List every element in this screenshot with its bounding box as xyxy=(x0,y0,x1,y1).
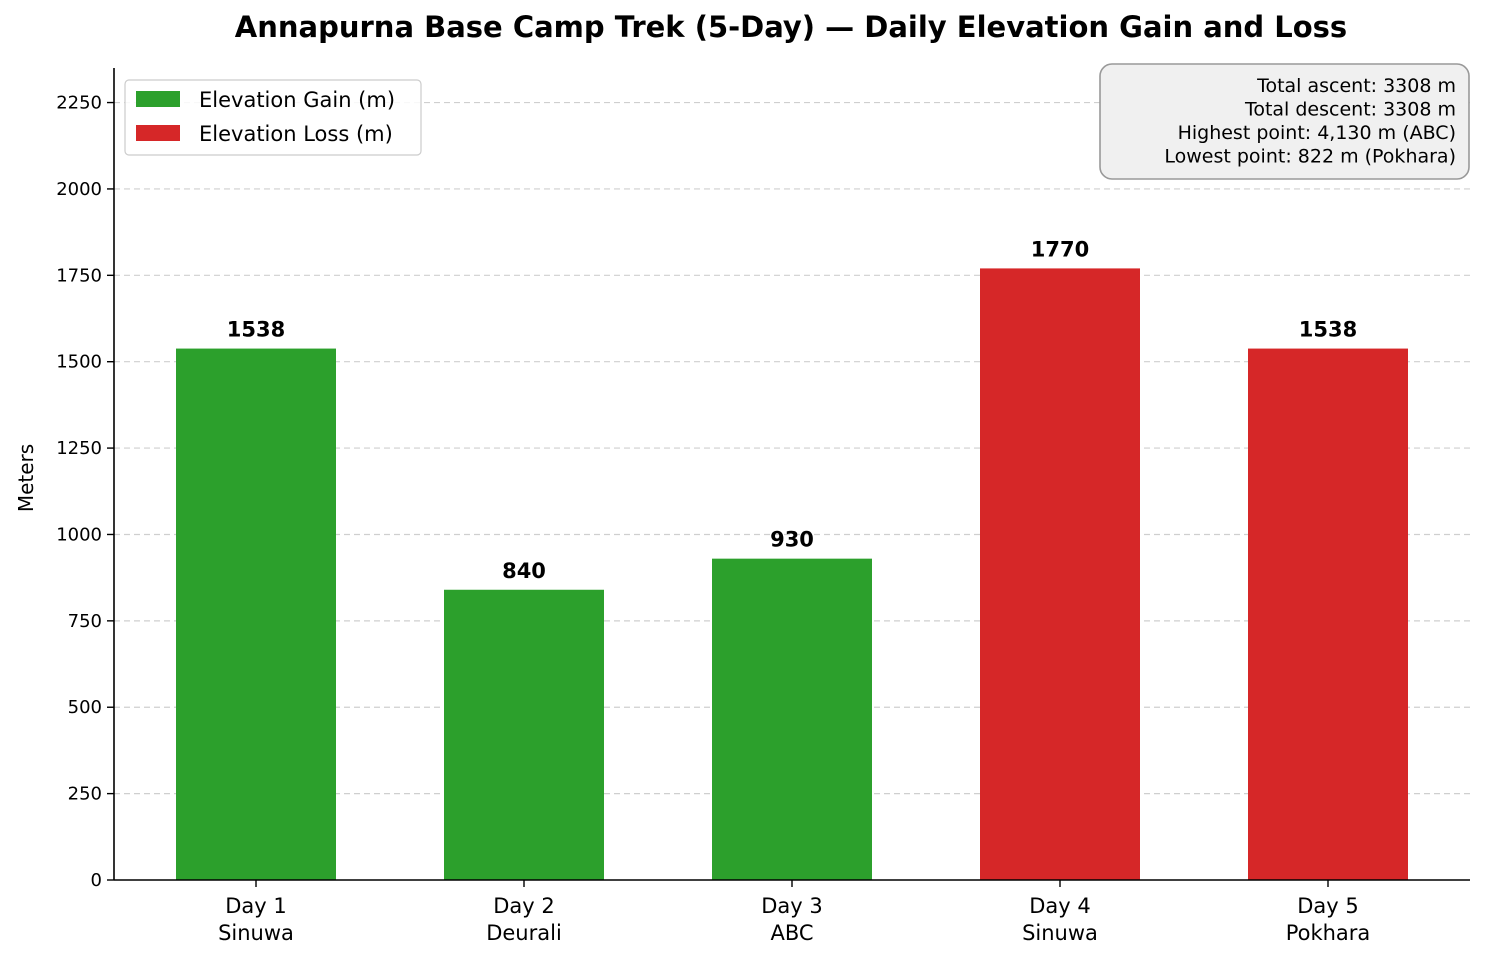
bar xyxy=(444,589,604,880)
x-tick-label-place: ABC xyxy=(770,921,813,945)
x-tick-label-day: Day 2 xyxy=(493,894,555,918)
bar-value-label: 1770 xyxy=(1031,237,1089,261)
bar-value-label: 840 xyxy=(502,559,546,583)
y-tick-label: 2000 xyxy=(56,179,102,200)
axes: 0 250 500 750 1000 1250 1500 1750 2000 2250 Day 1 S… xyxy=(56,68,1470,945)
bars xyxy=(176,268,1408,881)
x-tick-label-place: Deurali xyxy=(486,921,562,945)
legend: Elevation Gain (m) Elevation Loss (m) xyxy=(124,79,422,156)
stats-line: Total descent: 3308 m xyxy=(1244,99,1456,121)
bar-value-label: 1538 xyxy=(227,318,285,342)
y-tick-label: 1750 xyxy=(56,265,102,286)
stats-line: Total ascent: 3308 m xyxy=(1256,75,1456,97)
y-tick-label: 2250 xyxy=(56,93,102,114)
stats-frame xyxy=(1099,63,1470,180)
legend-label: Elevation Gain (m) xyxy=(199,88,395,112)
x-tick-label-day: Day 5 xyxy=(1297,894,1359,918)
legend-swatch xyxy=(136,91,180,107)
x-tick-label-place: Sinuwa xyxy=(218,921,294,945)
bar xyxy=(712,558,872,880)
y-tick-label: 0 xyxy=(91,870,102,891)
y-tick-label: 250 xyxy=(68,784,102,805)
y-tick-label: 1000 xyxy=(56,524,102,545)
bar xyxy=(1248,348,1408,881)
x-tick-label-day: Day 3 xyxy=(761,894,823,918)
y-tick-label: 500 xyxy=(68,697,102,718)
chart-title: Annapurna Base Camp Trek (5-Day) — Daily… xyxy=(235,10,1347,44)
legend-swatch xyxy=(136,125,180,141)
bar-labels: 1538 840 930 1770 1538 xyxy=(227,237,1357,582)
x-tick-label-day: Day 1 xyxy=(225,894,287,918)
y-tick-label: 1250 xyxy=(56,438,102,459)
x-tick-label-place: Sinuwa xyxy=(1022,921,1098,945)
legend-frame xyxy=(124,79,422,156)
y-tick-label: 1500 xyxy=(56,352,102,373)
bar-value-label: 930 xyxy=(770,528,814,552)
x-tick-label-place: Pokhara xyxy=(1286,921,1371,945)
y-tick-label: 750 xyxy=(68,611,102,632)
stats-line: Highest point: 4,130 m (ABC) xyxy=(1178,122,1456,144)
stats-line: Lowest point: 822 m (Pokhara) xyxy=(1164,146,1456,168)
bar-value-label: 1538 xyxy=(1299,318,1357,342)
legend-label: Elevation Loss (m) xyxy=(199,122,393,146)
bar xyxy=(176,348,336,881)
y-axis-title: Meters xyxy=(14,444,38,512)
bar xyxy=(980,268,1140,880)
x-tick-label-day: Day 4 xyxy=(1029,894,1091,918)
